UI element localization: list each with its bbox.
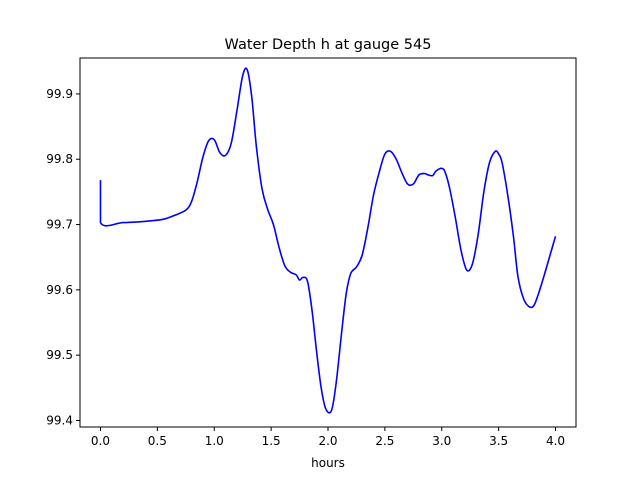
plot-background — [80, 58, 576, 427]
x-tick-label: 0.5 — [148, 434, 167, 448]
x-axis-label: hours — [311, 456, 345, 470]
x-tick-label: 1.0 — [205, 434, 224, 448]
chart-title: Water Depth h at gauge 545 — [225, 37, 432, 53]
x-tick-label: 2.5 — [375, 434, 394, 448]
y-tick-label: 99.7 — [46, 218, 73, 232]
y-tick-label: 99.5 — [46, 348, 73, 362]
y-tick-label: 99.4 — [46, 413, 73, 427]
x-tick-label: 2.0 — [318, 434, 337, 448]
y-tick-label: 99.9 — [46, 87, 73, 101]
series-line-0 — [99, 67, 557, 414]
x-tick-label: 3.0 — [432, 434, 451, 448]
plot-area — [80, 58, 576, 427]
x-axis-ticks: 0.0 0.5 1.0 1.5 2.0 2.5 3.0 3.5 4.0 — [91, 427, 565, 448]
x-tick-label: 0.0 — [91, 434, 110, 448]
x-tick-label: 4.0 — [546, 434, 565, 448]
y-tick-label: 99.6 — [46, 283, 73, 297]
y-axis-ticks: 99.4 99.5 99.6 99.7 99.8 99.9 — [46, 87, 80, 427]
y-tick-label: 99.8 — [46, 152, 73, 166]
x-tick-label: 3.5 — [489, 434, 508, 448]
series-layer — [99, 67, 557, 414]
x-tick-label: 1.5 — [262, 434, 281, 448]
